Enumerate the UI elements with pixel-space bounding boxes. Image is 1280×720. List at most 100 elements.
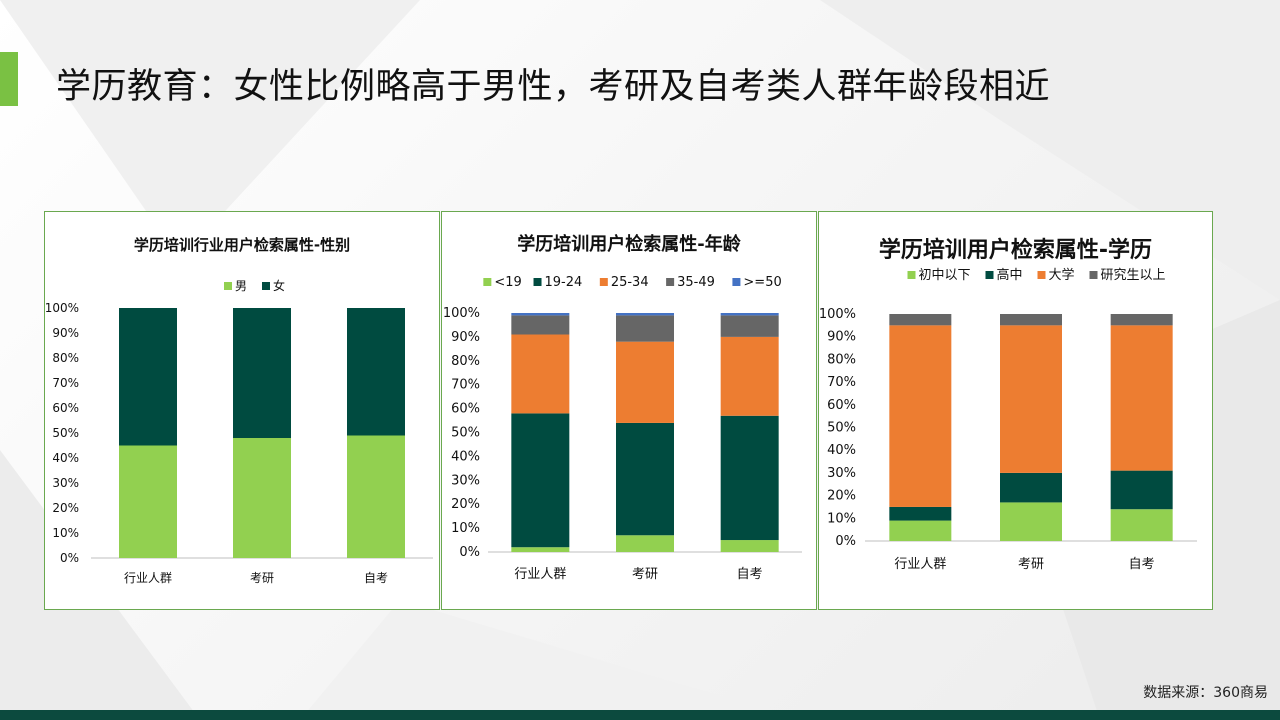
bar-segment	[720, 336, 779, 416]
bar-segment	[1110, 509, 1173, 541]
bar-segment	[511, 315, 570, 335]
y-tick-label: 50%	[827, 421, 856, 436]
bar-segment	[889, 506, 952, 521]
y-tick-label: 90%	[827, 330, 856, 345]
title-accent-bar	[0, 52, 18, 106]
footer-bar	[0, 710, 1280, 720]
legend-swatch	[1037, 271, 1046, 279]
legend-swatch	[1089, 271, 1098, 279]
chart-svg-gender: 0% 10% 20% 30% 40% 50% 60% 70% 80% 90% 100% 行业人群 考研 自…	[45, 278, 433, 585]
chart-svg-age: 0% 10% 20% 30% 40% 50% 60% 70% 80% 90% 100% 行业人群 考研 自…	[443, 275, 802, 582]
legend-label: 大学	[1049, 267, 1075, 283]
chart-panel-age: 学历培训用户检索属性-年龄 0% 10% 20% 30% 40% 50% 60% 70% 80%…	[441, 211, 817, 610]
y-tick-label: 0%	[459, 545, 480, 560]
category-label: 行业人群	[514, 567, 566, 582]
y-tick-label: 80%	[827, 352, 856, 367]
chart-panel-gender: 学历培训行业用户检索属性-性别 0% 10% 20% 30% 40% 50% 60% 70% 8…	[44, 211, 440, 610]
legend-swatch	[907, 271, 916, 279]
category-label: 考研	[250, 571, 274, 585]
y-tick-label: 30%	[451, 473, 480, 488]
legend-label: <19	[494, 275, 521, 290]
legend-label: 研究生以上	[1101, 268, 1166, 283]
bar-segment	[616, 422, 674, 536]
bar-segment	[1000, 472, 1062, 503]
bar-segment	[616, 315, 674, 342]
bar-segment	[1000, 314, 1062, 326]
bar-segment	[1000, 325, 1062, 473]
y-tick-label: 10%	[52, 526, 79, 540]
bar-segment	[616, 341, 674, 423]
category-label: 考研	[1018, 557, 1044, 572]
bar-segment	[1110, 314, 1173, 326]
bar-segment	[720, 315, 779, 337]
y-tick-label: 20%	[451, 497, 480, 512]
legend-swatch	[483, 278, 492, 286]
page-title: 学历教育：女性比例略高于男性，考研及自考类人群年龄段相近	[56, 67, 1051, 107]
y-tick-label: 70%	[52, 376, 79, 390]
y-tick-label: 40%	[451, 449, 480, 464]
bar-segment	[347, 308, 405, 436]
category-label: 自考	[1129, 557, 1155, 572]
category-label: 行业人群	[894, 557, 946, 572]
chart-panel-education: 学历培训用户检索属性-学历 0% 10% 20% 30% 40% 50% 60% 70% 80%…	[818, 211, 1213, 610]
chart-title: 学历培训用户检索属性-年龄	[517, 234, 741, 255]
chart-svg-education: 0% 10% 20% 30% 40% 50% 60% 70% 80% 90% 100% 行业人群 考研 自…	[819, 267, 1197, 572]
y-tick-label: 40%	[827, 443, 856, 458]
bar-segment	[1110, 470, 1173, 510]
bar-segment	[119, 445, 177, 558]
legend-label: 19-24	[545, 275, 583, 290]
category-label: 考研	[632, 567, 658, 582]
legend-label: 女	[273, 278, 285, 293]
bar-segment	[511, 547, 570, 552]
category-label: 自考	[737, 567, 763, 582]
legend-label: 35-49	[677, 275, 715, 290]
y-tick-label: 50%	[451, 426, 480, 441]
bar-segment	[511, 313, 570, 316]
bar-segment	[720, 313, 779, 316]
bar-segment	[720, 415, 779, 541]
y-tick-label: 20%	[827, 489, 856, 504]
bar-segment	[511, 334, 570, 414]
legend-label: 高中	[997, 267, 1023, 283]
y-tick-label: 100%	[443, 306, 480, 321]
bar-segment	[1000, 502, 1062, 541]
legend-swatch	[666, 278, 675, 286]
y-tick-label: 80%	[451, 354, 480, 369]
y-tick-label: 70%	[451, 378, 480, 393]
y-tick-label: 20%	[52, 501, 79, 515]
legend-swatch	[599, 278, 608, 286]
y-tick-label: 30%	[52, 476, 79, 490]
legend-label: 25-34	[611, 275, 649, 290]
bar-segment	[347, 435, 405, 558]
legend-swatch	[533, 278, 542, 286]
legend: 男女	[224, 278, 285, 293]
bar-segment	[616, 313, 674, 316]
y-tick-label: 10%	[827, 511, 856, 526]
bar-segment	[511, 413, 570, 548]
legend-swatch	[732, 278, 741, 286]
y-tick-label: 40%	[52, 451, 79, 465]
legend: 初中以下 高中 大学 研究生以上	[907, 267, 1166, 283]
y-tick-label: 90%	[451, 330, 480, 345]
bar-segment	[119, 308, 177, 446]
source-note: 数据来源：360商易	[1143, 685, 1268, 701]
y-tick-label: 0%	[60, 551, 79, 565]
bar-segment	[616, 535, 674, 552]
category-label: 行业人群	[124, 571, 172, 585]
bar-segment	[720, 540, 779, 552]
bar-segment	[889, 314, 952, 326]
legend: <19 19-24 25-34 35-49 >=50	[483, 275, 782, 290]
legend-label: >=50	[743, 275, 781, 290]
legend-label: 男	[235, 279, 247, 293]
y-tick-label: 60%	[451, 402, 480, 417]
legend-swatch	[224, 282, 232, 290]
y-tick-label: 10%	[451, 521, 480, 536]
y-tick-label: 0%	[835, 534, 856, 549]
y-tick-label: 50%	[52, 426, 79, 440]
bar-segment	[1110, 325, 1173, 471]
y-tick-label: 70%	[827, 375, 856, 390]
y-tick-label: 100%	[819, 307, 856, 322]
category-label: 自考	[364, 571, 388, 585]
y-tick-label: 60%	[827, 398, 856, 413]
y-tick-label: 80%	[52, 351, 79, 365]
